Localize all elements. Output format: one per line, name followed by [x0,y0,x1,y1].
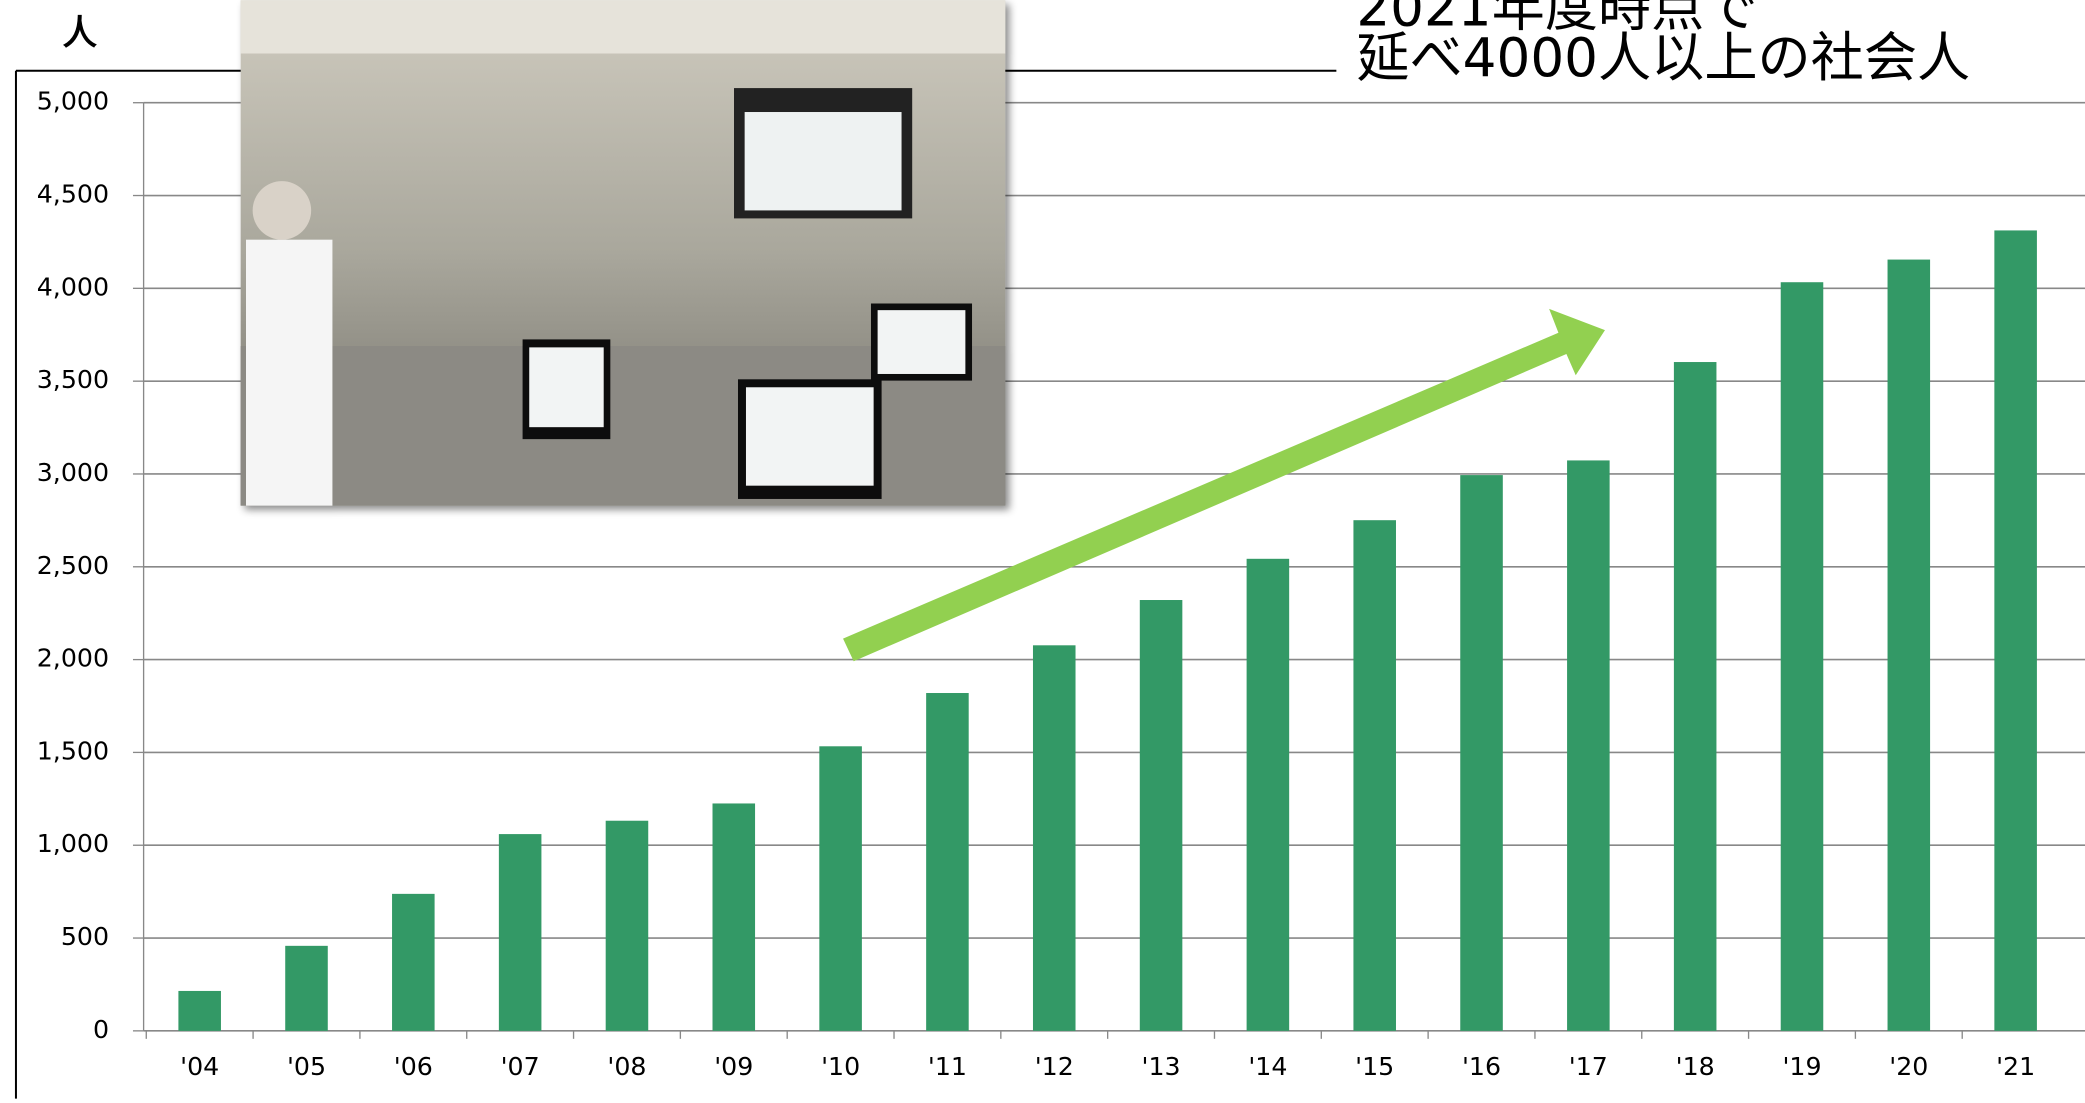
x-tick-label: '19 [1782,1052,1821,1081]
bar [392,894,435,1031]
x-tick-label: '14 [1248,1052,1287,1081]
chart: 人 2021年度時点で 延べ4000人以上の社会人 05001,0001,500… [0,0,2085,1099]
x-tick-label: '12 [1035,1052,1074,1081]
bar [606,821,649,1031]
y-tick-label: 3,000 [37,458,109,487]
photo-ceiling [241,0,1006,53]
photo-person-head [253,181,312,240]
bar [1567,460,1610,1030]
x-tick-label: '18 [1676,1052,1715,1081]
x-tick-label: '07 [501,1052,540,1081]
x-tick-label: '06 [394,1052,433,1081]
bar [1994,230,2037,1030]
bar [499,834,542,1031]
photo-monitor-screen [529,347,603,427]
y-tick-label: 2,500 [37,551,109,580]
y-tick-label: 1,000 [37,829,109,858]
x-tick-label: '16 [1462,1052,1501,1081]
bar [1781,282,1824,1031]
bar [285,946,328,1031]
y-tick-label: 0 [93,1015,109,1044]
photo-monitor-screen [878,310,966,374]
y-tick-label: 1,500 [37,736,109,765]
x-tick-label: '20 [1889,1052,1928,1081]
x-tick-label: '05 [287,1052,326,1081]
bar [1033,645,1076,1031]
photo-person [246,240,332,506]
x-tick-label: '15 [1355,1052,1394,1081]
x-tick-label: '21 [1996,1052,2035,1081]
x-tick-label: '11 [928,1052,967,1081]
y-tick-label: 3,500 [37,365,109,394]
x-tick-label: '13 [1142,1052,1181,1081]
photo [241,0,1006,505]
page: {"chart_data": {"type": "bar", "headline… [0,0,2085,1099]
bar [178,991,221,1031]
bar [1674,362,1717,1031]
bar [819,746,862,1031]
y-axis-label: 人 [62,13,97,53]
x-tick-label: '17 [1569,1052,1608,1081]
x-tick-label: '04 [180,1052,219,1081]
x-tick-label: '08 [607,1052,646,1081]
photo-monitor-screen [746,387,874,485]
bar [1460,475,1503,1031]
x-tick-label: '09 [714,1052,753,1081]
bar [1888,260,1931,1031]
bar [713,803,756,1030]
y-tick-label: 500 [61,922,109,951]
x-tick-label: '10 [821,1052,860,1081]
y-tick-label: 4,500 [37,180,109,209]
bar [1247,559,1290,1031]
y-tick-label: 5,000 [37,87,109,116]
headline-line-2: 延べ4000人以上の社会人 [1356,27,1970,89]
photo-screen [745,112,902,210]
y-tick-label: 2,000 [37,644,109,673]
bar [1140,600,1183,1031]
bar [926,693,969,1031]
y-tick-label: 4,000 [37,272,109,301]
bar [1353,520,1396,1031]
